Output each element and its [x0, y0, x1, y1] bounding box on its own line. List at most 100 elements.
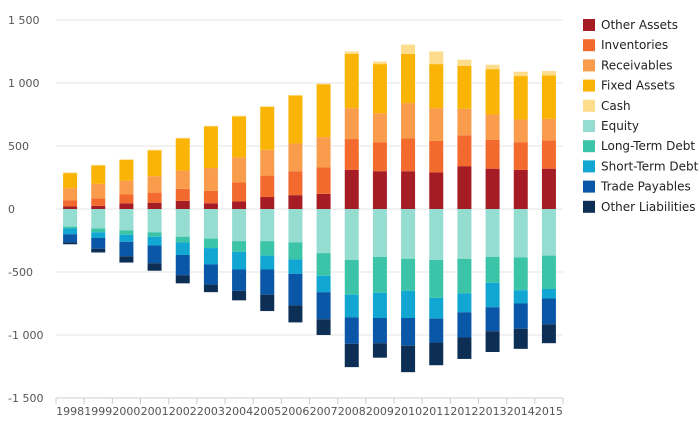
legend-label[interactable]: Cash — [601, 99, 631, 113]
x-tick-label: 2015 — [535, 405, 563, 418]
bar-segment — [147, 150, 162, 177]
bar-segment — [372, 292, 387, 318]
bar-segment — [344, 169, 359, 209]
bar-segment — [119, 234, 134, 242]
bar-segment — [513, 257, 528, 291]
bar-segment — [175, 242, 190, 255]
bar-segment — [119, 256, 134, 263]
legend-label[interactable]: Equity — [601, 119, 639, 133]
bar-segment — [147, 209, 162, 233]
bar-segment — [401, 138, 416, 172]
bar-segment — [91, 209, 106, 229]
bar-segment — [429, 209, 444, 261]
bar-segment — [260, 269, 275, 295]
bar-segment — [372, 317, 387, 344]
bar-segment — [372, 209, 387, 257]
bar-segment — [260, 209, 275, 242]
bar-segment — [429, 140, 444, 173]
bar-segment — [316, 193, 331, 209]
bar-segment — [63, 234, 78, 243]
bar-segment — [119, 180, 134, 195]
bar-segment — [203, 264, 218, 285]
bar-segment — [147, 202, 162, 209]
bar-segment — [316, 292, 331, 320]
bar-segment — [288, 273, 303, 306]
bar-segment — [147, 192, 162, 203]
bar-segment — [401, 171, 416, 209]
bar-segment — [485, 256, 500, 283]
bar-segment — [288, 95, 303, 144]
bar-segment — [541, 168, 556, 209]
bar-segment — [541, 255, 556, 290]
bar-segment — [457, 108, 472, 136]
bar-segment — [175, 275, 190, 284]
bar-segment — [429, 342, 444, 366]
bar-segment — [372, 171, 387, 209]
bar-segment — [513, 119, 528, 143]
bar-segment — [457, 312, 472, 338]
legend-label[interactable]: Trade Payables — [600, 180, 691, 194]
x-tick-label: 2009 — [366, 405, 394, 418]
x-tick-label: 2008 — [338, 405, 366, 418]
bar-segment — [232, 290, 247, 301]
bar-segment — [147, 149, 162, 151]
y-tick-label: 1 000 — [8, 77, 40, 90]
legend-swatch — [583, 39, 595, 52]
legend-swatch — [583, 59, 595, 72]
bar-segment — [372, 256, 387, 293]
bar-segment — [541, 298, 556, 325]
legend-label[interactable]: Short-Term Debt — [601, 159, 699, 173]
bar-segment — [401, 317, 416, 346]
bar-segment — [513, 290, 528, 304]
bar-segment — [147, 232, 162, 237]
bar-segment — [401, 103, 416, 139]
bar-segment — [63, 209, 78, 227]
bar-segment — [91, 237, 106, 249]
x-tick-label: 2007 — [310, 405, 338, 418]
bar-segment — [485, 209, 500, 257]
bar-segment — [203, 209, 218, 239]
bar-segment — [232, 201, 247, 209]
bar-segment — [288, 305, 303, 323]
bar-segment — [372, 61, 387, 65]
bar-segment — [513, 209, 528, 258]
legend-label[interactable]: Long-Term Debt — [601, 139, 695, 153]
bar-segment — [203, 248, 218, 265]
y-tick-label: -1 500 — [8, 392, 43, 405]
bar-segment — [119, 209, 134, 231]
bar-segment — [513, 328, 528, 349]
bar-segment — [344, 108, 359, 140]
bar-segment — [485, 331, 500, 353]
x-tick-label: 2010 — [394, 405, 422, 418]
bar-segment — [119, 159, 134, 181]
bar-segment — [175, 137, 190, 139]
legend-label[interactable]: Receivables — [601, 58, 673, 72]
legend-label[interactable]: Inventories — [601, 38, 668, 52]
bar-segment — [288, 171, 303, 196]
bar-segment — [203, 203, 218, 209]
bar-segment — [513, 76, 528, 120]
bar-segment — [288, 242, 303, 260]
bar-segment — [63, 172, 78, 174]
bar-segment — [91, 228, 106, 233]
bar-segment — [429, 297, 444, 319]
bar-segment — [513, 71, 528, 77]
bar-segment — [260, 255, 275, 270]
legend: Other Assets Inventories Receivables Fixed … — [583, 18, 699, 214]
bar-segment — [203, 238, 218, 249]
legend-label[interactable]: Other Liabilities — [601, 200, 696, 214]
bar-segment — [175, 200, 190, 209]
x-tick-label: 2001 — [141, 405, 169, 418]
legend-label[interactable]: Fixed Assets — [601, 79, 675, 93]
bar-segment — [457, 258, 472, 294]
bar-segment — [344, 54, 359, 109]
legend-swatch — [583, 99, 595, 112]
bar-segment — [175, 236, 190, 243]
bar-segment — [316, 319, 331, 335]
bar-segment — [457, 293, 472, 313]
bar-segment — [91, 248, 106, 253]
legend-label[interactable]: Other Assets — [601, 18, 678, 32]
legend-swatch — [583, 140, 595, 153]
bar-segment — [175, 138, 190, 171]
bar-segment — [316, 84, 331, 138]
